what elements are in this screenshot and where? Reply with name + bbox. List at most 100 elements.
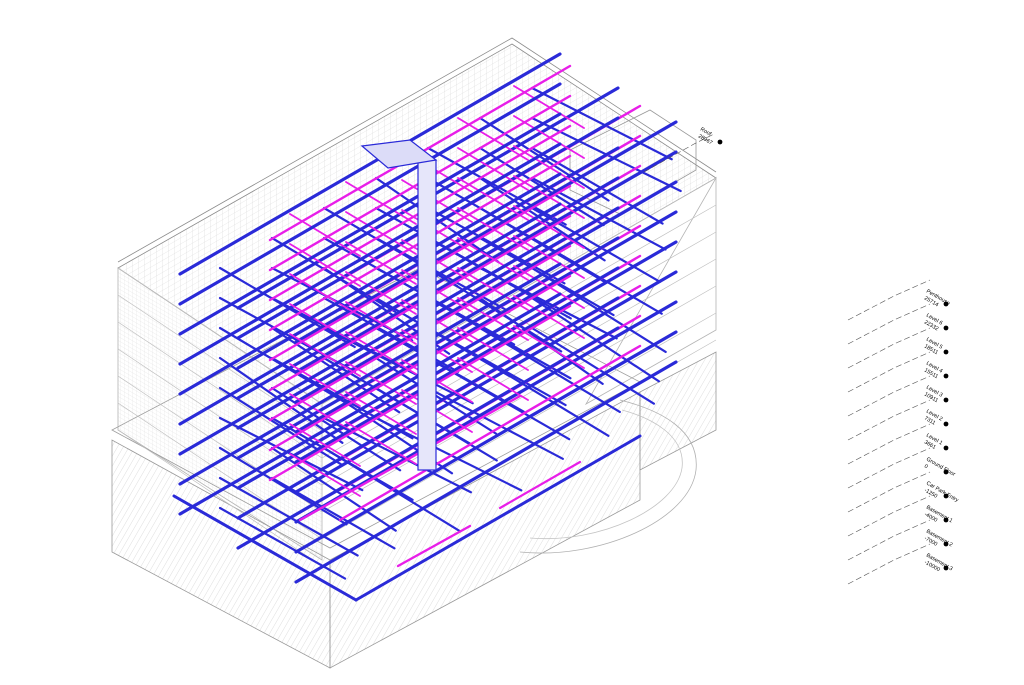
return-branch [289, 363, 361, 407]
supply-branch [218, 356, 344, 444]
level-leader-line [847, 375, 931, 417]
level-head-icon [943, 301, 949, 307]
supply-branch [530, 206, 662, 283]
supply-duct [178, 202, 562, 426]
return-branch [401, 239, 473, 283]
return-branch [345, 391, 417, 435]
supply-duct [178, 292, 562, 516]
level-head-icon [943, 469, 949, 475]
supply-branch [374, 416, 523, 492]
level-leader-line [847, 303, 931, 345]
supply-branch [374, 266, 516, 346]
supply-duct [178, 112, 562, 336]
level-head-icon [943, 517, 949, 523]
supply-branch [478, 326, 621, 414]
level-leader-line [847, 279, 931, 321]
return-branch [289, 303, 361, 347]
supply-branch [530, 326, 656, 405]
level-elevation: 0 [923, 464, 929, 471]
level-leader-line [847, 423, 931, 465]
return-branch [345, 331, 417, 375]
supply-branch [530, 146, 664, 225]
level-marker: Basement 3-10000 [847, 543, 953, 585]
right-facade [584, 176, 717, 406]
level-elevation: 3661 [923, 440, 937, 451]
level-name: Roof [699, 127, 712, 138]
level-marker: Basement 1-4000 [847, 495, 953, 537]
return-branch [289, 213, 361, 257]
return-branch [289, 453, 361, 497]
level-head-icon [943, 445, 949, 451]
level-marker: Car Park Entry-1250 [847, 471, 959, 513]
level-head-icon [717, 139, 723, 145]
return-duct [498, 460, 582, 510]
plaza-curve-inner [529, 409, 683, 540]
return-branch [289, 333, 361, 377]
supply-duct [294, 330, 678, 554]
supply-branch [218, 506, 347, 580]
supply-branch [426, 386, 564, 460]
level-head-icon [943, 421, 949, 427]
central-riser [360, 139, 438, 471]
level-head-icon [943, 373, 949, 379]
return-branch [457, 327, 529, 371]
supply-branch [478, 176, 606, 262]
return-branch [345, 301, 417, 345]
return-branch [345, 241, 417, 285]
return-duct [396, 524, 472, 568]
supply-duct [294, 270, 678, 494]
supply-duct [294, 180, 678, 404]
level-head-icon [943, 349, 949, 355]
supply-duct [178, 142, 562, 366]
return-branch [345, 211, 417, 255]
supply-duct [172, 494, 358, 602]
supply-duct [178, 262, 562, 486]
level-leader-line [847, 447, 931, 489]
supply-branch [218, 266, 356, 349]
return-branch [289, 423, 361, 467]
return-branch [345, 181, 417, 225]
supply-branch [218, 446, 348, 526]
level-leader-line [847, 327, 931, 369]
level-leader-line [847, 351, 931, 393]
floor-line [117, 258, 717, 486]
supply-duct [354, 434, 642, 602]
return-branch [289, 273, 361, 317]
return-branch [401, 179, 473, 223]
supply-branch [426, 146, 567, 226]
supply-duct [178, 82, 562, 306]
supply-duct [178, 172, 562, 396]
supply-branch [478, 146, 605, 227]
floor-line [117, 177, 717, 405]
supply-duct [294, 240, 678, 464]
return-branch [401, 329, 473, 373]
return-duct [338, 344, 642, 522]
return-branch [401, 299, 473, 343]
riser-head [360, 139, 438, 169]
supply-branch [530, 236, 663, 315]
level-head-icon [943, 541, 949, 547]
supply-branch [478, 356, 610, 437]
return-duct [298, 394, 522, 522]
return-branch [401, 389, 473, 433]
return-branch [513, 325, 585, 369]
return-branch [345, 271, 417, 315]
supply-duct [294, 210, 678, 434]
return-branch [345, 421, 417, 465]
level-leader-line [643, 133, 715, 173]
level-head-icon [943, 565, 949, 571]
level-leader-line [847, 543, 931, 585]
return-branch [401, 359, 473, 403]
level-head-icon [943, 397, 949, 403]
floor-line [117, 312, 717, 540]
supply-branch [530, 86, 673, 161]
level-head-icon [943, 493, 949, 499]
supply-branch [530, 176, 667, 251]
